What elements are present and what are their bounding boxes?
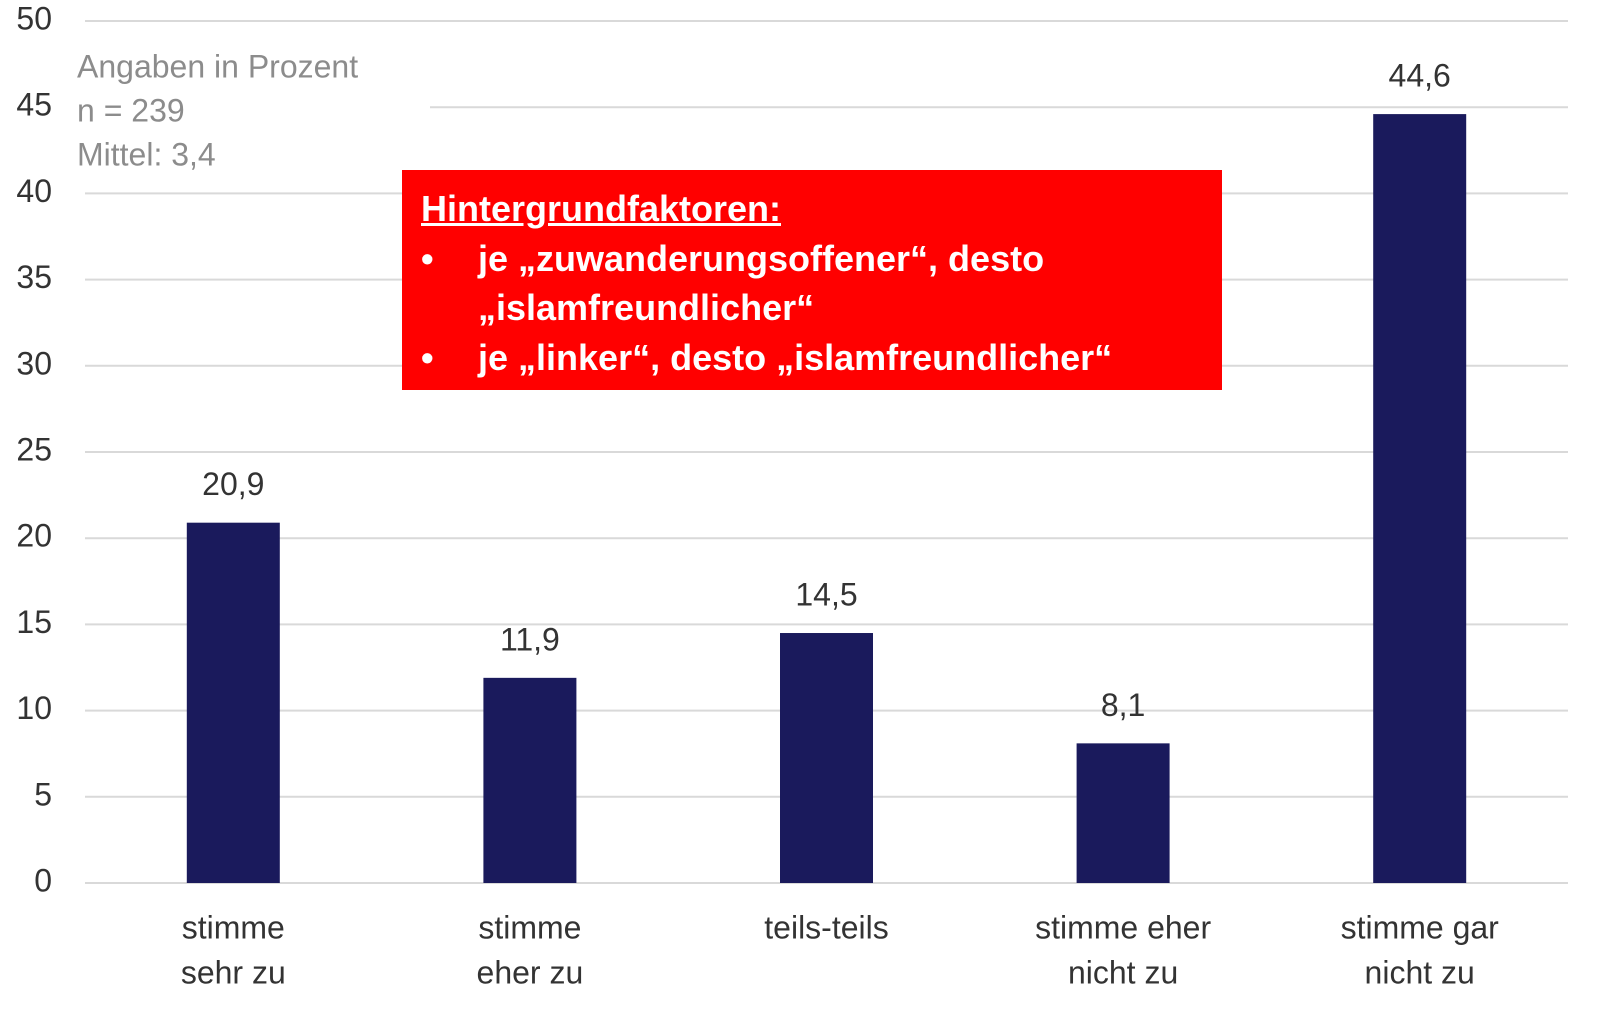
bar bbox=[186, 522, 280, 883]
y-tick-label: 5 bbox=[34, 776, 52, 812]
x-tick-label: eher zu bbox=[477, 954, 584, 990]
y-tick-label: 45 bbox=[16, 87, 52, 123]
y-tick-label: 10 bbox=[16, 690, 52, 726]
callout-item: je „linker“, desto „islamfreundlicher“ bbox=[421, 333, 1218, 383]
x-tick-label: stimme bbox=[478, 909, 581, 945]
x-tick-label: stimme gar bbox=[1341, 909, 1500, 945]
bar bbox=[1076, 743, 1170, 883]
y-tick-label: 20 bbox=[16, 518, 52, 554]
data-label: 8,1 bbox=[1101, 687, 1145, 723]
y-tick-label: 0 bbox=[34, 862, 52, 898]
data-label: 14,5 bbox=[795, 576, 857, 612]
x-tick-label: nicht zu bbox=[1068, 954, 1178, 990]
x-tick-label: stimme eher bbox=[1035, 909, 1211, 945]
y-tick-label: 30 bbox=[16, 345, 52, 381]
notes-background bbox=[70, 48, 430, 178]
y-tick-label: 35 bbox=[16, 259, 52, 295]
y-tick-label: 25 bbox=[16, 431, 52, 467]
x-tick-label: sehr zu bbox=[181, 954, 286, 990]
note: Angaben in Prozent bbox=[77, 48, 358, 84]
x-tick-label: nicht zu bbox=[1365, 954, 1475, 990]
data-label: 20,9 bbox=[202, 466, 264, 502]
note: n = 239 bbox=[77, 92, 185, 128]
callout-title: Hintergrundfaktoren: bbox=[421, 188, 781, 229]
note: Mittel: 3,4 bbox=[77, 136, 216, 172]
callout-item: je „zuwanderungsoffener“, desto „islamfr… bbox=[421, 234, 1218, 333]
data-label: 11,9 bbox=[500, 621, 560, 657]
y-tick-label: 15 bbox=[16, 604, 52, 640]
x-tick-label: stimme bbox=[182, 909, 285, 945]
y-tick-label: 50 bbox=[16, 0, 52, 36]
y-tick-label: 40 bbox=[16, 173, 52, 209]
bar bbox=[1373, 114, 1467, 883]
bar bbox=[780, 633, 873, 883]
callout-box: Hintergrundfaktoren: je „zuwanderungsoff… bbox=[402, 170, 1222, 390]
bar bbox=[483, 677, 577, 883]
x-tick-label: teils-teils bbox=[764, 909, 888, 945]
callout-list: je „zuwanderungsoffener“, desto „islamfr… bbox=[421, 234, 1218, 383]
data-label: 44,6 bbox=[1389, 58, 1451, 94]
